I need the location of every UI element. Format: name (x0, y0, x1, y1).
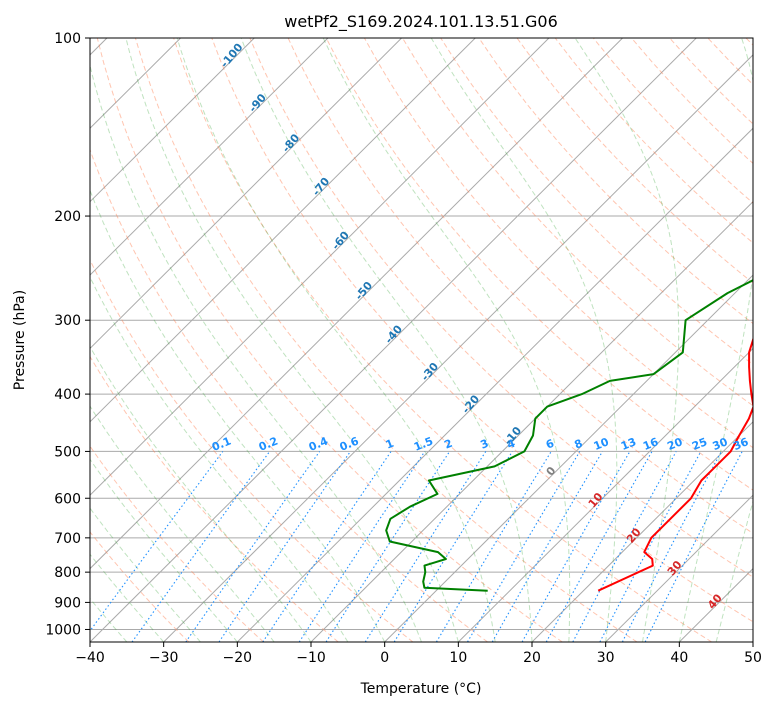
y-tick-label: 700 (54, 531, 81, 547)
isotherm-line (531, 421, 753, 642)
isotherm-line (90, 38, 623, 570)
mixing-ratio-label: 10 (592, 435, 611, 453)
y-tick-label: 800 (54, 565, 81, 581)
y-tick-label: 200 (54, 209, 81, 225)
y-tick-label: 1000 (45, 622, 81, 638)
mixing-ratio-line (90, 451, 224, 632)
mixing-ratio-label: 13 (619, 435, 638, 453)
isotherm-line (457, 347, 753, 642)
background-lines (90, 38, 753, 642)
isotherm-line (310, 200, 753, 642)
dry-adiabat-line (134, 38, 638, 642)
mixing-ratio-label: 20 (665, 435, 684, 453)
mixing-ratio-line (185, 451, 321, 642)
x-tick-label: 40 (670, 650, 688, 666)
mixing-ratio-line (298, 451, 426, 642)
moist-adiabat-line (90, 276, 349, 642)
moist-adiabat-line (125, 38, 459, 642)
x-tick-label: −40 (75, 650, 105, 666)
moist-adiabat-line (90, 458, 238, 642)
mixing-ratio-line (545, 451, 653, 642)
moist-adiabat-line (322, 38, 571, 642)
x-axis-label: Temperature (°C) (360, 681, 482, 697)
temperature-line (597, 336, 753, 592)
plot-frame (89, 37, 754, 643)
dry-adiabat-line (90, 531, 190, 642)
chart-title: wetPf2_S169.2024.101.13.51.G06 (284, 12, 558, 32)
isotherm-line (90, 38, 329, 276)
x-tick-label: −20 (223, 650, 253, 666)
mixing-ratio-label: 3 (479, 437, 491, 452)
mixing-ratio-line (325, 451, 451, 642)
mixing-ratio-line (131, 451, 271, 642)
isotherm-line (90, 38, 255, 203)
moist-adiabat-line (678, 38, 753, 642)
y-tick-label: 500 (54, 444, 81, 460)
dry-adiabat-line (249, 38, 753, 578)
mixing-ratio-label: 25 (690, 435, 709, 453)
y-tick-label: 100 (54, 31, 81, 47)
dry-adiabat-line (90, 355, 339, 642)
x-tick-label: −10 (296, 650, 326, 666)
mixing-ratio-label: 1 (384, 437, 396, 452)
isotherm-line (384, 274, 753, 642)
x-axis: −40 −30 −20 −10 0 10 20 30 40 50 (75, 642, 762, 666)
dry-adiabat-line (478, 38, 753, 325)
isotherm-line (90, 38, 402, 350)
mixing-ratio-label: 30 (711, 435, 730, 453)
x-tick-label: 50 (744, 650, 762, 666)
reference-line-labels: 0.1 0.2 0.4 0.6 1 1.5 2 3 4 6 8 10 13 16 20 25 30 36-100-… (210, 41, 751, 612)
mixing-ratio-label: 8 (573, 437, 585, 452)
moist-adiabat-line (176, 38, 496, 642)
x-tick-label: 30 (597, 650, 615, 666)
dry-adiabat-line (90, 148, 488, 642)
mixing-ratio-line (572, 451, 677, 642)
moist-adiabat-line (715, 499, 753, 642)
moist-adiabat-line (90, 405, 275, 642)
isotherm-line (90, 38, 476, 423)
dry-adiabat-line (90, 445, 264, 642)
moist-adiabat-line (240, 38, 533, 642)
y-axis: 100 200 300 400 500 600 700 800 900 1000 (45, 31, 90, 638)
moist-adiabat-line (430, 38, 618, 642)
y-tick-label: 300 (54, 313, 81, 329)
x-tick-label: 0 (380, 650, 389, 666)
dry-adiabat-line (402, 38, 753, 407)
dry-adiabat-line (173, 38, 712, 642)
isotherm-line (90, 38, 550, 496)
moist-adiabat-line (90, 63, 422, 642)
x-tick-label: −30 (149, 650, 179, 666)
mixing-ratio-label: 2 (442, 437, 454, 452)
dry-adiabat-line (440, 38, 753, 366)
y-axis-label: Pressure (hPa) (12, 290, 28, 390)
mixing-ratio-line (393, 451, 513, 642)
x-tick-label: 10 (449, 650, 467, 666)
mixing-ratio-line (521, 451, 631, 642)
y-tick-label: 600 (54, 491, 81, 507)
mixing-ratio-line (644, 451, 743, 642)
dry-adiabat-line (90, 258, 414, 642)
y-tick-label: 400 (54, 387, 81, 403)
dry-adiabat-line (96, 38, 563, 642)
moist-adiabat-line (90, 345, 312, 642)
mixing-ratio-line (262, 451, 392, 642)
mixing-ratio-label: 16 (641, 435, 660, 453)
isotherm-line (605, 494, 753, 642)
isotherm-line (163, 54, 753, 642)
moist-adiabat-line (90, 189, 386, 642)
mixing-ratio-line (218, 451, 351, 642)
x-tick-label: 20 (523, 650, 541, 666)
isotherm-line (90, 38, 697, 642)
profile-series (385, 279, 753, 592)
dewpoint-line (385, 279, 753, 592)
dry-adiabat-line (211, 38, 753, 623)
y-tick-label: 900 (54, 595, 81, 611)
dry-adiabat-line (325, 38, 753, 491)
mixing-ratio-label: 36 (731, 435, 750, 453)
moist-adiabat-line (574, 38, 680, 642)
isotherm-line (236, 127, 753, 642)
